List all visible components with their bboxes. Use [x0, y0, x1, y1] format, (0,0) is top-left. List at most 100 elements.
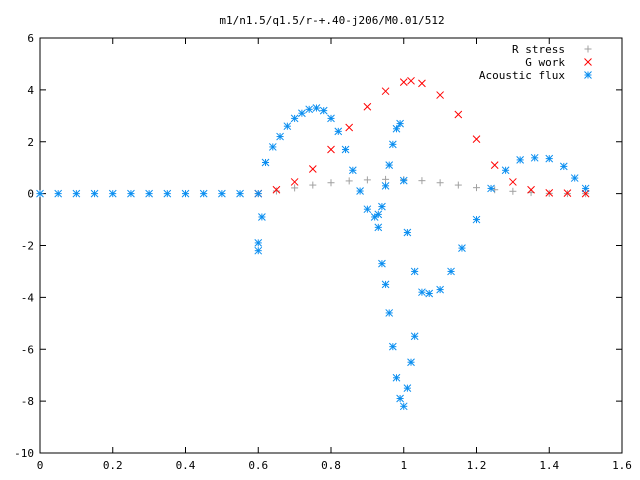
data-point	[374, 210, 383, 219]
data-point	[454, 181, 462, 189]
data-point	[254, 239, 263, 247]
data-point	[327, 114, 335, 123]
data-point	[418, 177, 426, 185]
data-point	[283, 122, 292, 131]
data-point	[407, 358, 415, 367]
data-point	[363, 176, 371, 184]
data-point	[145, 189, 153, 198]
data-point	[163, 189, 172, 198]
data-point	[258, 213, 266, 221]
y-tick-label: -2	[21, 240, 34, 253]
data-point	[399, 176, 408, 185]
data-point	[381, 280, 390, 289]
data-point	[418, 288, 426, 297]
y-tick-label: -6	[21, 343, 34, 356]
data-point	[527, 185, 535, 194]
x-tick-label: 0.6	[248, 459, 268, 472]
y-tick-label: -10	[14, 447, 34, 460]
data-point	[472, 135, 481, 144]
data-point	[72, 189, 81, 198]
data-point	[392, 373, 401, 382]
data-point	[378, 202, 386, 211]
legend-label: R stress	[512, 43, 565, 56]
data-point	[410, 332, 419, 341]
data-point	[385, 309, 394, 317]
data-point	[388, 342, 397, 351]
data-point	[374, 223, 383, 232]
data-point	[181, 189, 190, 198]
legend-label: G work	[525, 56, 565, 69]
chart-title: m1/n1.5/q1.5/r-+.40-j206/M0.01/512	[219, 14, 444, 27]
x-tick-label: 0.8	[321, 459, 341, 472]
data-point	[199, 189, 208, 198]
data-point	[396, 119, 404, 128]
data-point	[385, 161, 394, 169]
data-point	[545, 188, 554, 197]
data-point	[290, 178, 299, 186]
data-point	[36, 189, 44, 198]
data-point	[403, 228, 412, 237]
x-tick-label: 1.2	[467, 459, 487, 472]
data-point	[509, 178, 517, 186]
data-point	[312, 104, 321, 112]
data-point	[268, 143, 277, 151]
series-layer	[36, 76, 590, 411]
y-tick-label: -8	[21, 395, 34, 408]
data-point	[530, 153, 539, 162]
data-point	[276, 132, 284, 141]
data-point	[254, 189, 263, 198]
data-point	[399, 402, 408, 411]
x-tick-label: 1.4	[539, 459, 559, 472]
data-point	[559, 162, 568, 171]
data-point	[490, 161, 499, 169]
x-tick-label: 1.6	[612, 459, 632, 472]
data-point	[319, 106, 328, 115]
data-point	[327, 179, 335, 187]
data-point	[458, 244, 466, 252]
data-point	[341, 145, 350, 154]
y-tick-label: 4	[27, 84, 34, 97]
data-point	[436, 91, 444, 99]
data-point	[545, 154, 554, 163]
data-point	[487, 184, 495, 193]
data-point	[472, 215, 481, 224]
data-point	[501, 166, 510, 175]
data-point	[418, 79, 426, 88]
data-point	[236, 189, 244, 198]
data-point	[447, 267, 455, 276]
data-point	[381, 181, 390, 190]
data-point	[305, 105, 314, 114]
data-point	[308, 165, 317, 173]
data-point	[410, 267, 419, 276]
data-point	[581, 184, 590, 193]
plot-frame	[39, 37, 623, 454]
axis-ticks: 0 0.2 0.4 0.6 0.8 1 1.2 1.4 1.6 -10 -8 -6 -4 -2 0 2 4 6	[14, 32, 632, 472]
data-point	[363, 102, 372, 111]
data-point	[425, 289, 434, 298]
x-tick-label: 0	[37, 459, 44, 472]
x-tick-label: 0.4	[176, 459, 196, 472]
series-acoustic-flux	[36, 104, 590, 411]
data-point	[298, 109, 306, 118]
data-point	[392, 124, 401, 133]
data-point	[381, 87, 390, 96]
data-point	[388, 140, 397, 149]
data-point	[570, 174, 579, 182]
data-point	[396, 394, 404, 403]
data-point	[356, 187, 364, 195]
data-point	[363, 205, 372, 214]
data-point	[345, 177, 353, 185]
data-point	[399, 78, 408, 86]
data-point	[309, 181, 317, 189]
data-point	[403, 384, 412, 393]
data-point	[127, 189, 135, 198]
data-point	[516, 156, 525, 164]
data-point	[378, 259, 386, 268]
data-point	[563, 189, 572, 197]
data-point	[108, 189, 117, 198]
y-tick-label: -4	[21, 291, 35, 304]
legend-label: Acoustic flux	[479, 69, 565, 82]
data-point	[327, 145, 335, 154]
